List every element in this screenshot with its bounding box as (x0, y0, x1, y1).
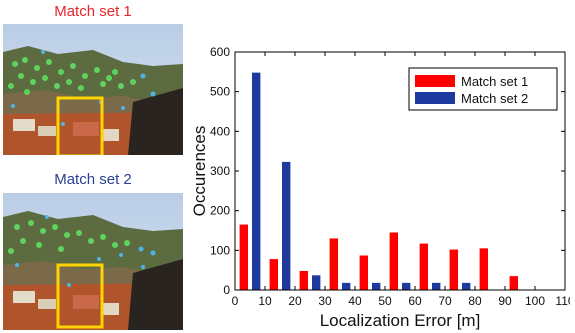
x-tick-label: 80 (468, 294, 482, 308)
x-tick-label: 110 (555, 294, 570, 308)
bar-2-7 (462, 282, 471, 290)
x-axis-label: Localization Error [m] (320, 311, 481, 330)
legend-swatch (415, 75, 455, 87)
bar-1-6 (419, 243, 428, 290)
x-tick-label: 90 (498, 294, 512, 308)
bar-1-1 (269, 259, 278, 290)
x-tick-label: 70 (438, 294, 452, 308)
bar-1-3 (329, 238, 338, 290)
panel-2-caption: Match set 2 (54, 171, 132, 188)
bar-layer (239, 72, 518, 290)
y-tick-label: 400 (210, 124, 230, 138)
y-tick-label: 500 (210, 85, 230, 99)
y-tick-label: 200 (210, 204, 230, 218)
bar-1-0 (239, 224, 248, 290)
x-tick-label: 100 (525, 294, 545, 308)
y-tick-label: 600 (210, 45, 230, 59)
bar-1-7 (449, 249, 458, 290)
match-set-2-photo (3, 193, 183, 330)
bar-2-3 (342, 282, 351, 290)
bar-1-4 (359, 255, 368, 290)
bar-1-5 (389, 232, 398, 290)
localization-error-histogram: 0 10 20 30 40 50 60 70 80 90 100 110 0 100 200 300 400 50… (190, 45, 570, 330)
legend-swatch (415, 92, 455, 104)
x-tick-label: 0 (232, 294, 239, 308)
bar-2-2 (312, 275, 321, 290)
y-axis-label: Occurences (190, 126, 209, 217)
bar-2-5 (402, 282, 411, 290)
legend-label: Match set 2 (461, 91, 528, 106)
y-tick-label: 100 (210, 243, 230, 257)
x-tick-label: 50 (378, 294, 392, 308)
bar-2-6 (432, 282, 441, 290)
bar-1-9 (509, 276, 518, 290)
bar-2-0 (252, 72, 261, 290)
y-tick-label: 300 (210, 164, 230, 178)
x-tick-label: 40 (348, 294, 362, 308)
legend-label: Match set 1 (461, 74, 528, 89)
y-tick-label: 0 (223, 283, 230, 297)
panel-1-caption: Match set 1 (54, 3, 132, 20)
x-tick-label: 60 (408, 294, 422, 308)
bar-1-2 (299, 270, 308, 290)
x-tick-label: 10 (258, 294, 272, 308)
bar-2-4 (372, 282, 381, 290)
match-set-1-photo (3, 24, 183, 155)
tick-layer: 0 10 20 30 40 50 60 70 80 90 100 110 0 100 200 300 400 50… (210, 45, 570, 308)
x-tick-label: 30 (318, 294, 332, 308)
legend: Match set 1 Match set 2 (408, 67, 558, 111)
bar-2-1 (282, 161, 291, 290)
x-tick-label: 20 (288, 294, 302, 308)
bar-1-8 (479, 248, 488, 290)
